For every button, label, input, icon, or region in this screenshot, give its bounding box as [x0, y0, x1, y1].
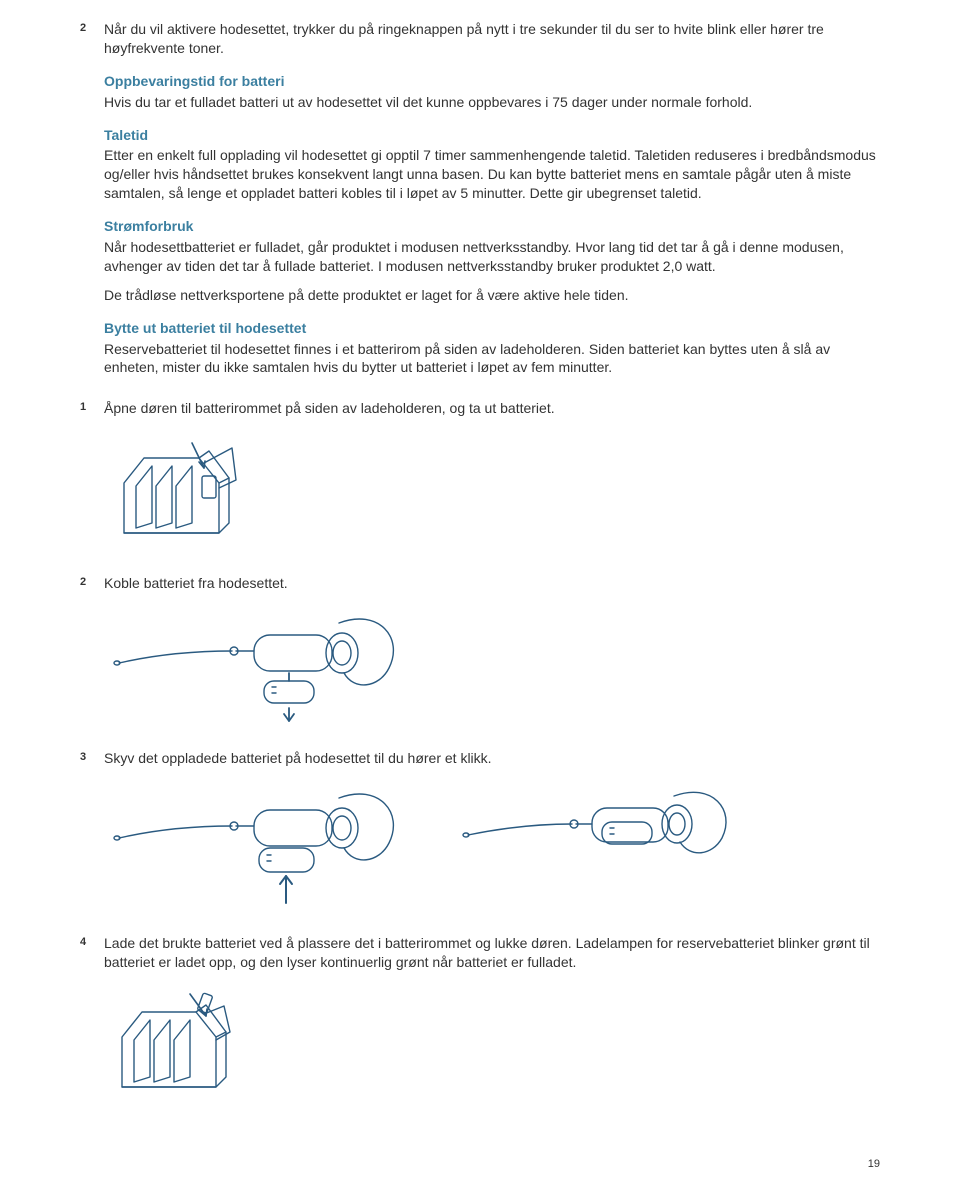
step-number: 2: [80, 574, 104, 737]
step-text: Lade det brukte batteriet ved å plassere…: [104, 934, 880, 972]
step-1: 1 Åpne døren til batterirommet på siden …: [80, 399, 880, 562]
standalone-paragraph: De trådløse nettverksportene på dette pr…: [104, 286, 880, 305]
step-body: Lade det brukte batteriet ved å plassere…: [104, 934, 880, 1116]
step-text: Koble batteriet fra hodesettet.: [104, 574, 880, 593]
intro-step-2: 2 Når du vil aktivere hodesettet, trykke…: [80, 20, 880, 387]
step-text: Åpne døren til batterirommet på siden av…: [104, 399, 880, 418]
figure-base-open: [104, 428, 880, 548]
section-heading-bytte-batteri: Bytte ut batteriet til hodesettet: [104, 319, 880, 338]
figure-headset-attach-row: [104, 778, 880, 908]
step-body: Koble batteriet fra hodesettet.: [104, 574, 880, 737]
section-text: Hvis du tar et fulladet batteri ut av ho…: [104, 93, 880, 112]
section-heading-stromforbruk: Strømforbruk: [104, 217, 880, 236]
step-number: 1: [80, 399, 104, 562]
figure-base-close: [104, 982, 880, 1102]
step-number: 2: [80, 20, 104, 387]
section-heading-taletid: Taletid: [104, 126, 880, 145]
figure-headset-detach: [104, 603, 880, 723]
step-number: 3: [80, 749, 104, 922]
page-number: 19: [868, 1158, 880, 1170]
step-body: Skyv det oppladede batteriet på hodesett…: [104, 749, 880, 922]
step-number: 4: [80, 934, 104, 1116]
section-text: Reservebatteriet til hodesettet finnes i…: [104, 340, 880, 378]
step-3: 3 Skyv det oppladede batteriet på hodese…: [80, 749, 880, 922]
step-body: Åpne døren til batterirommet på siden av…: [104, 399, 880, 562]
step-text: Skyv det oppladede batteriet på hodesett…: [104, 749, 880, 768]
section-text: Etter en enkelt full opplading vil hodes…: [104, 146, 880, 203]
figure-headset-attached: [454, 778, 744, 888]
step-text: Når du vil aktivere hodesettet, trykker …: [104, 20, 880, 58]
figure-headset-attach-before: [104, 778, 414, 908]
step-2: 2 Koble batteriet fra hodesettet.: [80, 574, 880, 737]
step-body: Når du vil aktivere hodesettet, trykker …: [104, 20, 880, 387]
step-4: 4 Lade det brukte batteriet ved å plasse…: [80, 934, 880, 1116]
section-text: Når hodesettbatteriet er fulladet, går p…: [104, 238, 880, 276]
section-heading-oppbevaringstid: Oppbevaringstid for batteri: [104, 72, 880, 91]
